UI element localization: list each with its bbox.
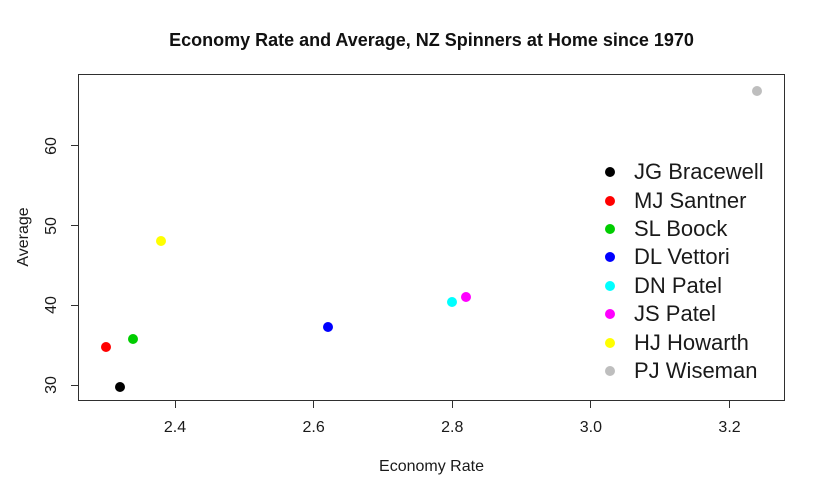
x-tick-mark [174,401,176,408]
legend-dot-icon [605,337,615,348]
data-point [128,333,139,344]
legend-dot-icon [605,252,615,263]
data-point [322,321,333,332]
legend-label: SL Boock [634,215,728,241]
x-tick-label: 3.2 [718,419,741,436]
y-tick-label: 40 [43,296,60,315]
y-tick-label: 60 [43,136,60,155]
data-point [447,297,458,308]
x-axis-label: Economy Rate [379,458,484,475]
y-tick-mark [71,225,78,227]
legend-item: DL Vettori [605,243,764,271]
plot-area [78,74,785,401]
legend-item: HJ Howarth [605,328,764,356]
legend-label: DN Patel [634,272,723,298]
legend-label: MJ Santner [634,187,747,213]
y-axis-label: Average [15,207,32,267]
data-point [752,85,763,96]
legend-item: DN Patel [605,272,764,300]
chart-title: Economy Rate and Average, NZ Spinners at… [169,30,694,50]
data-point [114,382,125,393]
legend: JG Bracewell MJ Santner SL Boock DL Vettori… [605,158,764,385]
legend-label: HJ Howarth [634,329,749,355]
x-tick-label: 2.4 [163,419,187,436]
legend-dot-icon [605,309,615,320]
legend-dot-icon [605,195,615,206]
legend-item: MJ Santner [605,186,764,214]
legend-label: DL Vettori [634,244,730,270]
y-tick-label: 30 [43,376,60,394]
x-tick-mark [313,401,315,408]
legend-label: JS Patel [634,301,716,327]
legend-dot-icon [605,365,615,376]
y-tick-mark [71,145,78,147]
x-tick-mark [451,401,453,408]
y-tick-label: 50 [43,216,60,235]
x-tick-mark [729,401,731,408]
x-tick-mark [590,401,592,408]
legend-dot-icon [605,280,615,291]
legend-dot-icon [605,167,615,178]
data-point [156,236,167,247]
legend-item: JG Bracewell [605,158,764,186]
data-point [461,292,472,303]
x-tick-label: 2.6 [302,419,325,436]
legend-label: JG Bracewell [634,159,764,185]
legend-label: PJ Wiseman [634,357,758,383]
y-tick-mark [71,384,78,386]
legend-item: JS Patel [605,300,764,328]
legend-dot-icon [605,223,615,234]
legend-item: SL Boock [605,215,764,243]
x-tick-label: 3.0 [579,419,603,436]
legend-item: PJ Wiseman [605,357,764,385]
y-tick-mark [71,304,78,306]
data-point [100,341,111,352]
x-tick-label: 2.8 [441,419,464,436]
